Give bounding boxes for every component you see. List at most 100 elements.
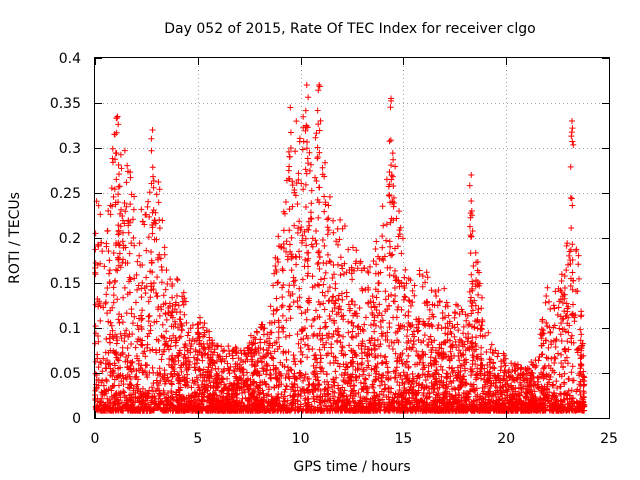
- roti-point: [445, 353, 452, 360]
- roti-point: [371, 354, 378, 361]
- roti-point: [305, 263, 312, 270]
- roti-point: [231, 368, 238, 375]
- roti-point: [433, 292, 440, 299]
- roti-point: [146, 330, 153, 337]
- roti-point: [128, 310, 135, 317]
- roti-point: [313, 130, 320, 137]
- roti-point: [162, 286, 169, 293]
- roti-point: [320, 300, 327, 307]
- roti-point: [303, 145, 310, 152]
- roti-point: [381, 354, 388, 361]
- roti-point: [383, 221, 390, 228]
- roti-point: [226, 370, 233, 377]
- roti-point: [172, 342, 179, 349]
- roti-point: [172, 301, 179, 308]
- roti-point: [268, 329, 275, 336]
- roti-point: [421, 332, 428, 339]
- roti-point: [552, 343, 559, 350]
- roti-point: [229, 355, 236, 362]
- roti-point: [419, 359, 426, 366]
- roti-point: [372, 245, 379, 252]
- roti-point: [379, 359, 386, 366]
- roti-point: [419, 366, 426, 373]
- roti-point: [367, 322, 374, 329]
- roti-point: [192, 348, 199, 355]
- roti-point: [92, 230, 99, 237]
- roti-point: [557, 296, 564, 303]
- roti-point: [103, 378, 110, 385]
- roti-point: [308, 323, 315, 330]
- roti-point: [138, 206, 145, 213]
- roti-point: [325, 350, 332, 357]
- roti-point: [104, 357, 111, 364]
- roti-point: [567, 392, 574, 399]
- roti-point: [123, 327, 130, 334]
- roti-point: [460, 323, 467, 330]
- roti-point: [337, 254, 344, 261]
- roti-point: [279, 294, 286, 301]
- roti-point: [288, 267, 295, 274]
- roti-point: [524, 365, 531, 372]
- roti-point: [419, 382, 425, 389]
- roti-point: [108, 185, 115, 192]
- roti-point: [126, 373, 133, 380]
- roti-point: [278, 324, 285, 331]
- roti-point: [540, 365, 547, 372]
- roti-point: [454, 321, 461, 328]
- roti-point: [123, 310, 130, 317]
- roti-point: [335, 296, 342, 303]
- roti-point: [474, 391, 481, 398]
- roti-point: [361, 349, 368, 356]
- roti-point: [382, 385, 389, 392]
- roti-point: [578, 361, 585, 368]
- roti-point: [238, 390, 245, 397]
- roti-point: [547, 328, 554, 335]
- roti-point: [321, 324, 328, 331]
- roti-point: [290, 358, 297, 365]
- chart-title: Day 052 of 2015, Rate Of TEC Index for r…: [164, 21, 535, 37]
- roti-point: [291, 186, 298, 193]
- roti-point: [382, 296, 389, 303]
- roti-point: [575, 275, 582, 282]
- roti-point: [284, 397, 291, 404]
- roti-point: [424, 341, 431, 348]
- roti-point: [371, 328, 378, 335]
- roti-point: [142, 290, 149, 297]
- roti-point: [294, 331, 301, 338]
- roti-point: [175, 357, 182, 364]
- roti-point: [454, 302, 461, 309]
- roti-point: [103, 243, 110, 250]
- roti-point: [469, 280, 476, 287]
- roti-point: [423, 269, 430, 276]
- roti-point: [435, 287, 442, 294]
- roti-point: [429, 301, 436, 308]
- roti-point: [370, 257, 377, 264]
- roti-point: [304, 139, 311, 146]
- roti-point: [102, 365, 109, 372]
- roti-point: [316, 265, 323, 272]
- roti-point: [298, 180, 305, 187]
- roti-point: [148, 286, 155, 293]
- roti-point: [330, 217, 337, 224]
- roti-point: [95, 243, 102, 250]
- roti-point: [191, 360, 198, 367]
- roti-point: [460, 330, 467, 337]
- roti-point: [118, 399, 125, 406]
- roti-point: [132, 299, 139, 306]
- roti-point: [141, 221, 148, 228]
- roti-point: [298, 326, 305, 333]
- roti-point: [138, 294, 145, 301]
- roti-point: [386, 324, 393, 331]
- roti-point: [302, 166, 309, 173]
- roti-point: [275, 259, 282, 266]
- roti-point: [337, 216, 344, 223]
- roti-point: [333, 374, 340, 381]
- roti-point: [323, 323, 330, 330]
- roti-point: [136, 240, 143, 247]
- roti-point: [365, 269, 372, 276]
- roti-point: [428, 287, 435, 294]
- roti-point: [168, 381, 175, 388]
- roti-point: [488, 341, 495, 348]
- roti-point: [155, 337, 162, 344]
- roti-point: [393, 364, 400, 371]
